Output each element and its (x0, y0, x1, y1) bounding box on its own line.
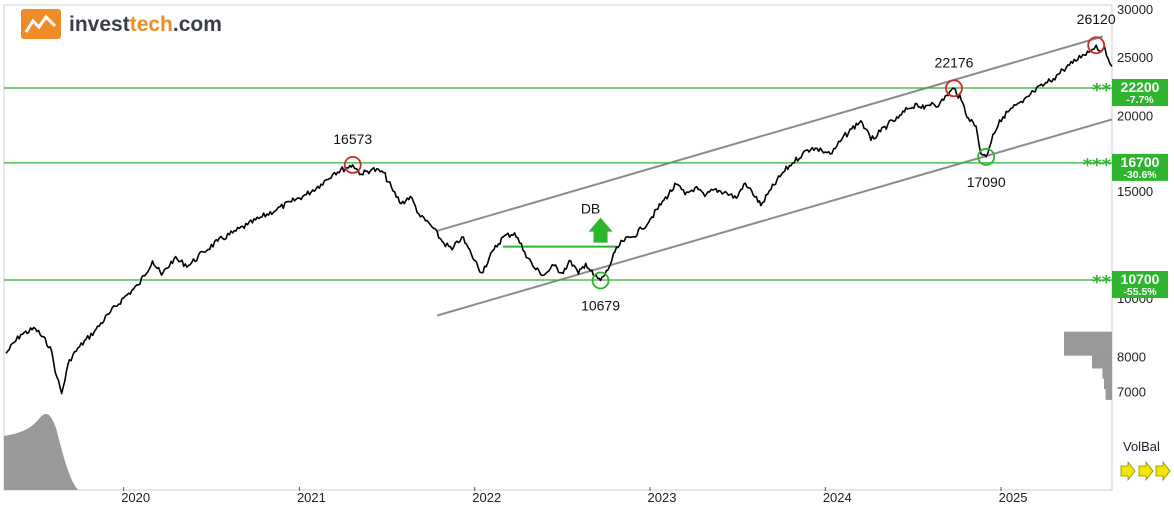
volume-layer (4, 331, 1112, 490)
y-tick-label: 20000 (1117, 108, 1153, 123)
price-annotation-label: 17090 (967, 174, 1006, 190)
support-strength-stars: ** (1092, 272, 1111, 293)
annotations: 16573 10679 22176 17090 26120 (333, 11, 1116, 313)
support-levels (4, 87, 1112, 281)
support-label-box (1112, 79, 1168, 106)
svg-text:investtech.com: investtech.com (69, 13, 222, 36)
x-tick-label: 2023 (648, 490, 677, 505)
x-tick-label: 2025 (999, 490, 1028, 505)
support-level-value: 16700 (1121, 154, 1160, 170)
volbal-arrow-icon (1155, 460, 1171, 482)
y-tick-label: 7000 (1117, 385, 1146, 400)
trend-channel (436, 35, 1113, 317)
volbal-arrow-icon (1138, 460, 1154, 482)
price-annotation-label: 10679 (581, 298, 620, 314)
support-level-value: 22200 (1121, 79, 1160, 95)
y-tick-label: 15000 (1117, 184, 1153, 199)
x-tick-label: 2021 (297, 490, 326, 505)
price-annotation-label: 16573 (333, 131, 372, 147)
support-level-change: -55.5% (1123, 286, 1157, 298)
price-line (5, 44, 1113, 395)
support-level-value: 10700 (1121, 271, 1160, 287)
logo-trend-icon (24, 14, 57, 33)
support-strength-stars: ** (1092, 80, 1111, 101)
price-annotation-label: 22176 (935, 54, 974, 70)
x-tick-label: 2020 (121, 490, 150, 505)
buy-signal-arrow-icon (588, 217, 613, 243)
pattern-label: DB (581, 201, 600, 217)
volbal-indicator: VolBal (1120, 439, 1171, 482)
support-label-box (1112, 271, 1168, 298)
trend-line-lower (436, 118, 1113, 317)
volbal-label: VolBal (1123, 439, 1160, 454)
logo-text-a: invest (69, 13, 130, 36)
logo-text-c: .com (173, 13, 222, 36)
trend-line-upper (436, 35, 1104, 232)
price-series (5, 44, 1113, 395)
y-tick-label: 8000 (1117, 350, 1146, 365)
x-axis: 2020 2021 2022 2023 2024 2025 (121, 487, 1028, 505)
top-marker-circle (343, 155, 362, 174)
support-level-change: -30.6% (1123, 169, 1157, 181)
top-marker-circle (1087, 36, 1106, 55)
volbal-arrows (1120, 460, 1171, 482)
y-tick-label: 30000 (1117, 2, 1153, 17)
price-annotation-label: 26120 (1077, 11, 1116, 27)
bottom-marker-circle (977, 147, 996, 166)
y-tick-label: 25000 (1117, 50, 1153, 65)
bottom-marker-circle (591, 271, 610, 290)
x-tick-label: 2022 (472, 490, 501, 505)
logo-text-b: tech (130, 13, 173, 36)
volume-area (4, 413, 78, 490)
x-tick-label: 2024 (823, 490, 852, 505)
support-labels: ** 22200-7.7% *** 16700-30.6% ** 10700-55.5% (1083, 79, 1168, 298)
top-marker-circle (945, 79, 963, 98)
volbal-arrow-icon (1120, 460, 1136, 482)
support-label-box (1112, 153, 1168, 181)
plot-frame (3, 4, 1113, 491)
support-level-change: -7.7% (1126, 94, 1154, 106)
support-strength-stars: *** (1083, 155, 1112, 176)
logo: investtech.com (21, 9, 222, 39)
volume-profile-bar (1105, 375, 1112, 400)
